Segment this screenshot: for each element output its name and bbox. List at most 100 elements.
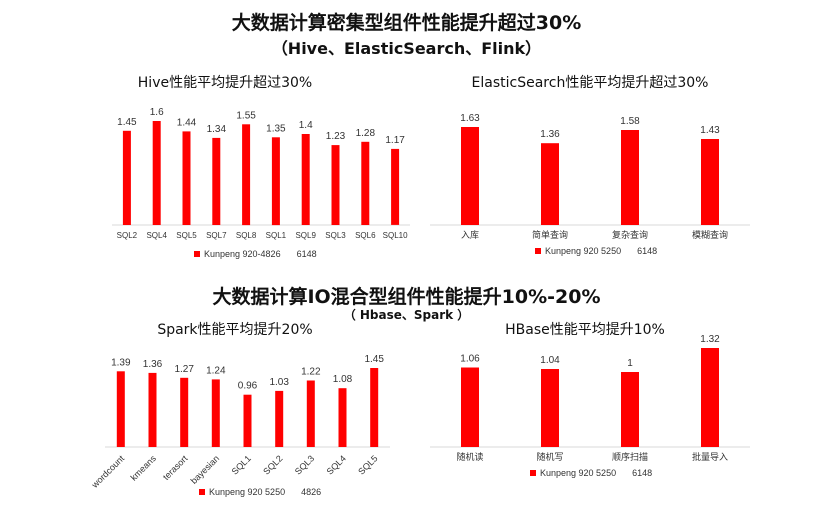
hive-category-label: SQL10 [383,231,408,240]
es-bar [621,130,639,225]
hive-bar [212,137,221,225]
es-legend-label: Kunpeng 920 5250 [545,246,621,256]
spark-value-label: 0.96 [238,381,258,392]
hive-bar [331,145,340,225]
spark-category-label: kmeans [129,453,159,483]
hive-legend-extra: 6148 [297,249,317,259]
es-bar [701,139,719,225]
spark-value-label: 1.39 [111,357,131,368]
hbase-category-label: 随机读 [456,451,483,462]
hive-value-label: 1.55 [236,110,256,121]
hbase-bar [701,348,719,447]
hive-category-label: SQL6 [355,231,376,240]
hbase-category-label: 顺序扫描 [612,451,648,462]
es-category-label: 入库 [461,229,479,240]
spark-bar [370,368,379,447]
spark-bar [243,394,252,447]
spark-value-label: 1.08 [333,374,353,385]
hive-category-label: SQL7 [206,231,227,240]
hbase-value-label: 1 [627,358,633,369]
spark-bar [306,380,315,447]
es-chart-title: ElasticSearch性能平均提升超过30% [471,75,709,91]
hive-category-label: SQL1 [266,231,287,240]
spark-category-label: SQL4 [325,453,348,476]
spark-legend-swatch [199,489,205,495]
spark-legend-extra: 4826 [301,487,321,497]
hive-category-label: SQL8 [236,231,257,240]
hbase-bar [621,372,639,447]
es-bar [541,143,559,225]
hive-value-label: 1.34 [207,124,227,135]
spark-category-label: SQL1 [230,453,253,476]
hive-value-label: 1.4 [299,120,313,131]
es-category-label: 简单查询 [532,229,568,240]
es-value-label: 1.36 [540,129,560,140]
hive-value-label: 1.28 [356,128,376,139]
hive-value-label: 1.17 [385,135,405,146]
hbase-chart-title: HBase性能平均提升10% [505,322,665,338]
spark-value-label: 1.27 [174,364,194,375]
spark-bar [116,371,125,447]
spark-category-label: SQL2 [261,453,284,476]
hbase-legend-swatch [530,470,536,476]
hbase-value-label: 1.32 [700,334,720,345]
es-value-label: 1.63 [460,113,480,124]
hbase-category-label: 随机写 [536,451,563,462]
spark-value-label: 1.22 [301,367,321,378]
hive-bar [391,148,400,225]
hive-category-label: SQL2 [117,231,138,240]
spark-value-label: 1.24 [206,365,226,376]
hive-chart-title: Hive性能平均提升超过30% [137,75,313,91]
spark-bar [275,390,284,447]
spark-bar [180,377,189,447]
spark-category-label: SQL5 [356,453,379,476]
spark-legend-label: Kunpeng 920 5250 [209,487,285,497]
hive-bar [242,124,251,226]
spark-bar [338,388,347,447]
spark-value-label: 1.03 [269,377,289,388]
spark-category-label: terasort [161,453,190,482]
es-category-label: 复杂查询 [612,229,648,240]
hive-value-label: 1.44 [177,117,197,128]
spark-chart-title: Spark性能平均提升20% [157,322,313,338]
section1-title: 大数据计算密集型组件性能提升超过30% [231,12,582,34]
hive-value-label: 1.35 [266,123,286,134]
spark-category-label: bayesian [189,453,222,486]
es-value-label: 1.58 [620,116,640,127]
hive-bar [122,130,131,225]
hive-legend-swatch [194,251,200,257]
hbase-legend-label: Kunpeng 920 5250 [540,468,616,478]
spark-category-label: wordcount [89,453,126,490]
hive-legend-label: Kunpeng 920-4826 [204,249,281,259]
hive-bar [152,121,161,225]
section2-subtitle: （ Hbase、Spark ） [343,308,470,322]
hive-category-label: SQL9 [295,231,316,240]
es-value-label: 1.43 [700,125,720,136]
spark-value-label: 1.45 [364,354,384,365]
hbase-value-label: 1.04 [540,355,560,366]
hbase-value-label: 1.06 [460,354,480,365]
hive-category-label: SQL4 [146,231,167,240]
hbase-legend-extra: 6148 [632,468,652,478]
es-legend-swatch [535,248,541,254]
hive-category-label: SQL3 [325,231,346,240]
section2-title: 大数据计算IO混合型组件性能提升10%-20% [212,286,601,308]
hbase-category-label: 批量导入 [692,451,728,462]
hive-value-label: 1.6 [150,107,164,118]
hive-value-label: 1.23 [326,131,346,142]
hbase-bar [541,369,559,447]
hive-bar [301,134,310,225]
hive-bar [361,141,370,225]
hive-category-label: SQL5 [176,231,197,240]
spark-bar [211,379,220,447]
es-legend-extra: 6148 [637,246,657,256]
es-category-label: 模糊查询 [692,229,728,240]
hive-value-label: 1.45 [117,117,137,128]
spark-category-label: SQL3 [293,453,316,476]
hive-bar [182,131,191,225]
es-bar [461,127,479,225]
spark-bar [148,372,157,447]
spark-value-label: 1.36 [143,359,163,370]
hbase-bar [461,367,479,447]
